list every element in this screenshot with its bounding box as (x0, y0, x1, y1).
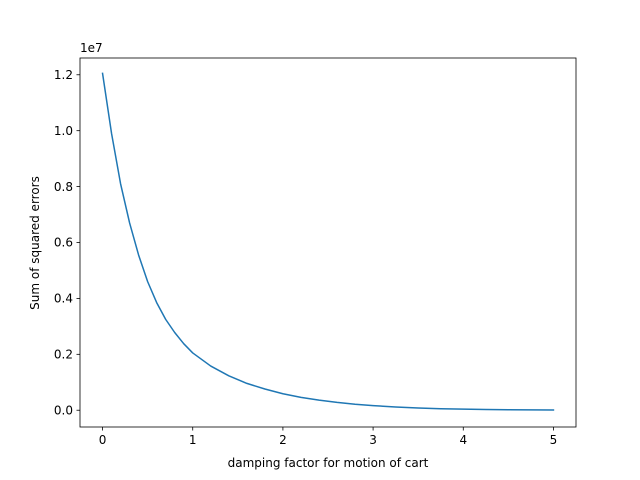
y-axis-label: Sum of squared errors (28, 176, 42, 310)
y-tick-label: 0.4 (54, 292, 73, 306)
y-tick-label: 0.0 (54, 403, 73, 417)
y-tick-label: 0.8 (54, 180, 73, 194)
x-axis-label: damping factor for motion of cart (228, 456, 429, 470)
y-tick-label: 1.2 (54, 68, 73, 82)
x-tick-label: 3 (369, 433, 377, 447)
x-tick-label: 0 (99, 433, 107, 447)
series-line-0 (101, 72, 555, 411)
y-tick-label: 1.0 (54, 124, 73, 138)
y-tick-label: 0.6 (54, 236, 73, 250)
y-tick-label: 0.2 (54, 348, 73, 362)
x-tick-label: 4 (459, 433, 467, 447)
x-tick-label: 5 (550, 433, 558, 447)
axis-ticks: 0 1 2 3 4 5 0.0 0.2 0.4 0.6 0.8 1.0 1.2 (54, 68, 557, 447)
x-tick-label: 1 (189, 433, 197, 447)
y-offset-label: 1e7 (80, 41, 103, 55)
x-tick-label: 2 (279, 433, 287, 447)
